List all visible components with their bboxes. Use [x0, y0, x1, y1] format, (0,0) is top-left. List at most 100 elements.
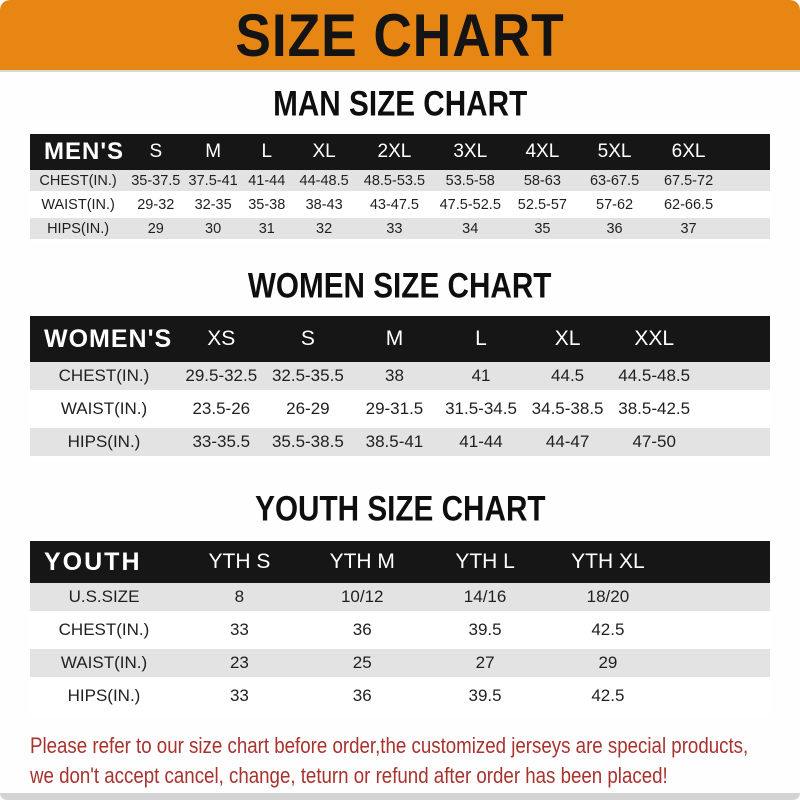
size-cell: 32.5-35.5: [264, 362, 352, 395]
row-filler: [725, 192, 770, 218]
table-row: HIPS(IN.) 29 30 31 32 33 34 35 36 37: [30, 216, 770, 242]
size-column-header: YTH L: [423, 541, 547, 583]
header-filler: [669, 541, 770, 583]
size-cell: 58-63: [507, 170, 578, 194]
size-cell: 47.5-52.5: [433, 192, 508, 218]
size-column-header: 3XL: [433, 134, 508, 170]
size-cell: 63-67.5: [577, 170, 652, 194]
row-filler: [725, 170, 770, 194]
size-column-header: 2XL: [355, 134, 434, 170]
size-cell: 29-32: [126, 192, 186, 218]
size-cell: 33: [178, 613, 301, 649]
row-filler: [697, 362, 770, 395]
row-filler: [669, 646, 770, 682]
size-cell: 41: [437, 362, 525, 395]
size-cell: 43-47.5: [355, 192, 434, 218]
row-filler: [697, 392, 770, 428]
row-label: CHEST(IN.): [30, 362, 178, 395]
row-label: HIPS(IN.): [30, 425, 178, 461]
size-cell: 23.5-26: [178, 392, 265, 428]
size-column-header: 6XL: [651, 134, 726, 170]
size-cell: 27: [423, 646, 547, 682]
size-column-header: L: [437, 316, 525, 362]
size-cell: 10/12: [300, 583, 424, 616]
size-cell: 38: [351, 362, 438, 395]
disclaimer: Please refer to our size chart before or…: [30, 731, 800, 791]
table-group-label: WOMEN'S: [30, 316, 178, 362]
size-column-header: XL: [292, 134, 356, 170]
size-cell: 35-38: [240, 192, 293, 218]
row-label: WAIST(IN.): [30, 192, 127, 218]
table-header-row: YOUTH YTH S YTH M YTH L YTH XL: [30, 541, 770, 583]
size-column-header: YTH S: [178, 541, 301, 583]
size-cell: 34.5-38.5: [524, 392, 611, 428]
row-label: CHEST(IN.): [30, 170, 127, 194]
size-cell: 42.5: [546, 613, 670, 649]
size-column-header: S: [126, 134, 186, 170]
size-cell: 37: [651, 216, 726, 242]
size-cell: 38.5-42.5: [610, 392, 698, 428]
page-title: SIZE CHART: [235, 1, 565, 69]
size-cell: 29: [126, 216, 186, 242]
table-row: WAIST(IN.) 23.5-26 26-29 29-31.5 31.5-34.5 34…: [30, 392, 770, 428]
size-cell: 39.5: [423, 613, 547, 649]
size-cell: 52.5-57: [507, 192, 578, 218]
size-column-header: XL: [524, 316, 611, 362]
women-size-table: WOMEN'S XS S M L XL XXL CHEST(IN.) 29.5-32.5 32.5…: [30, 316, 770, 461]
table-group-label: YOUTH: [30, 541, 178, 583]
table-row: HIPS(IN.) 33 36 39.5 42.5: [30, 679, 770, 715]
size-cell: 35-37.5: [126, 170, 186, 194]
size-column-header: 5XL: [577, 134, 652, 170]
disclaimer-line-1: Please refer to our size chart before or…: [30, 733, 749, 758]
size-cell: 44.5: [524, 362, 611, 395]
size-column-header: M: [351, 316, 438, 362]
size-cell: 29: [546, 646, 670, 682]
size-column-header: YTH XL: [546, 541, 670, 583]
row-filler: [669, 583, 770, 616]
row-label: HIPS(IN.): [30, 216, 127, 242]
size-cell: 34: [433, 216, 508, 242]
size-cell: 29.5-32.5: [178, 362, 265, 395]
size-column-header: 4XL: [507, 134, 578, 170]
women-size-chart-table-container: WOMEN'S XS S M L XL XXL CHEST(IN.) 29.5-32.5 32.5…: [0, 316, 800, 461]
size-cell: 29-31.5: [351, 392, 438, 428]
size-cell: 32: [292, 216, 356, 242]
size-cell: 36: [300, 613, 424, 649]
size-cell: 31.5-34.5: [437, 392, 525, 428]
row-label: CHEST(IN.): [30, 613, 178, 649]
table-header-row: WOMEN'S XS S M L XL XXL: [30, 316, 770, 362]
size-cell: 26-29: [264, 392, 352, 428]
size-cell: 35.5-38.5: [264, 425, 352, 461]
row-filler: [725, 216, 770, 242]
youth-size-table: YOUTH YTH S YTH M YTH L YTH XL U.S.SIZE 8 10/12…: [30, 541, 770, 715]
table-row: CHEST(IN.) 33 36 39.5 42.5: [30, 613, 770, 649]
table-row: CHEST(IN.) 35-37.5 37.5-41 41-44 44-48.5 48.5…: [30, 170, 770, 194]
size-cell: 23: [178, 646, 301, 682]
man-size-chart-heading-text: MAN SIZE CHART: [272, 83, 528, 124]
row-filler: [669, 679, 770, 715]
size-cell: 33: [178, 679, 301, 715]
size-cell: 62-66.5: [651, 192, 726, 218]
size-cell: 44-48.5: [292, 170, 356, 194]
size-cell: 38-43: [292, 192, 356, 218]
table-header-row: MEN'S S M L XL 2XL 3XL 4XL 5XL 6XL: [30, 134, 770, 170]
row-label: U.S.SIZE: [30, 583, 178, 616]
row-filler: [669, 613, 770, 649]
size-cell: 39.5: [423, 679, 547, 715]
size-cell: 41-44: [240, 170, 293, 194]
size-cell: 53.5-58: [433, 170, 508, 194]
size-cell: 18/20: [546, 583, 670, 616]
size-cell: 30: [185, 216, 241, 242]
youth-size-chart-table-container: YOUTH YTH S YTH M YTH L YTH XL U.S.SIZE 8 10/12…: [0, 541, 800, 715]
size-cell: 44.5-48.5: [610, 362, 698, 395]
size-column-header: L: [240, 134, 293, 170]
size-cell: 47-50: [610, 425, 698, 461]
size-cell: 41-44: [437, 425, 525, 461]
table-row: CHEST(IN.) 29.5-32.5 32.5-35.5 38 41 44.5 44.5…: [30, 362, 770, 395]
size-column-header: S: [264, 316, 352, 362]
size-cell: 33-35.5: [178, 425, 265, 461]
size-cell: 32-35: [185, 192, 241, 218]
size-column-header: M: [185, 134, 241, 170]
size-cell: 33: [355, 216, 434, 242]
